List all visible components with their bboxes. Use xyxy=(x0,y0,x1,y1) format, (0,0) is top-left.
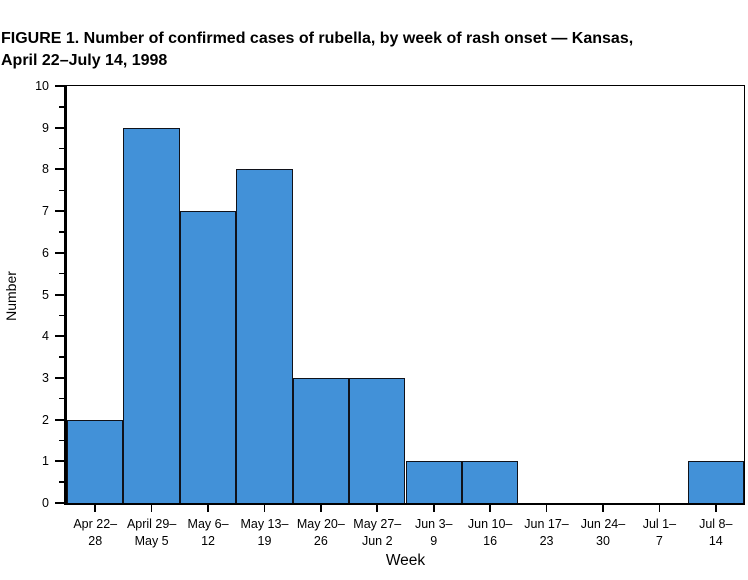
y-axis-minor-tick xyxy=(59,481,64,483)
x-axis-tick-label: May 13– 19 xyxy=(240,517,289,548)
figure-title: FIGURE 1. Number of confirmed cases of r… xyxy=(1,28,748,72)
y-axis-major-tick xyxy=(55,251,64,254)
x-axis-tick-label: May 6– 12 xyxy=(187,517,229,548)
x-axis-tick-label: Jun 24– 30 xyxy=(580,517,626,548)
y-axis-tick-label: 5 xyxy=(42,287,49,302)
x-axis-tick-label: Jun 10– 16 xyxy=(467,517,513,548)
y-axis-major-tick xyxy=(55,85,64,87)
y-axis-major-tick xyxy=(55,335,64,338)
plot-frame: 0 1 2 3 4 5 6 7 8 9 10 Apr 22– 28 April 29– May 5 May… xyxy=(35,79,745,548)
y-axis-tick-label: 8 xyxy=(42,162,49,177)
figure-title-line1: FIGURE 1. Number of confirmed cases of r… xyxy=(1,30,634,47)
y-axis-tick-label: 1 xyxy=(42,454,49,469)
figure-title-line2: April 22–July 14, 1998 xyxy=(1,52,168,69)
y-axis-major-tick xyxy=(55,210,64,213)
y-axis-minor-tick xyxy=(59,231,64,233)
y-axis-major-tick xyxy=(55,126,64,129)
plot-area: 0 1 2 3 4 5 6 7 8 9 10 Apr 22– 28 April 29– May 5 May… xyxy=(35,79,744,548)
bar xyxy=(179,211,237,503)
x-axis-tick xyxy=(489,505,491,512)
bar xyxy=(123,127,180,503)
y-axis-minor-tick xyxy=(59,189,64,191)
y-axis-tick-label: 2 xyxy=(42,412,49,427)
y-axis-minor-tick xyxy=(59,314,64,317)
x-axis-tick-label: Jul 8– 14 xyxy=(699,517,733,548)
bar xyxy=(236,169,293,503)
bar xyxy=(405,461,462,503)
bar xyxy=(349,377,406,503)
x-axis-tick xyxy=(714,505,717,512)
x-axis-tick-label: Jun 17– 23 xyxy=(524,517,569,548)
x-axis-tick xyxy=(602,505,604,512)
y-axis-major-tick xyxy=(55,418,64,421)
x-axis-label: Week xyxy=(385,552,426,569)
y-axis-tick-label: 6 xyxy=(42,245,49,260)
y-axis-minor-tick xyxy=(59,356,64,358)
bar xyxy=(67,419,124,503)
y-axis-tick-label: 9 xyxy=(42,120,49,135)
y-axis-tick-label: 7 xyxy=(42,204,49,219)
y-axis-minor-tick xyxy=(59,398,64,400)
x-axis-tick xyxy=(376,505,379,512)
y-axis-major-tick xyxy=(55,168,64,171)
y-axis-tick-label: 4 xyxy=(42,329,49,344)
y-axis-major-tick xyxy=(55,376,64,379)
y-axis-tick-label: 3 xyxy=(42,370,49,385)
x-axis-tick xyxy=(150,505,153,512)
y-axis-minor-tick xyxy=(59,272,64,275)
bar xyxy=(687,461,744,503)
y-axis-major-tick xyxy=(55,502,64,504)
x-axis-tick xyxy=(545,505,548,512)
y-axis-major-tick xyxy=(55,293,64,296)
y-axis-minor-tick xyxy=(59,106,64,108)
x-axis-tick xyxy=(320,505,322,512)
x-axis-tick xyxy=(207,505,209,512)
x-axis-tick-label: April 29– May 5 xyxy=(126,517,177,548)
y-axis-tick-label: 10 xyxy=(35,79,49,93)
x-axis-tick-label: Jun 3– 9 xyxy=(414,517,453,548)
x-axis-tick xyxy=(263,505,266,512)
x-axis-tick xyxy=(94,505,96,512)
x-axis-tick xyxy=(658,505,661,512)
x-axis-tick-label: Apr 22– 28 xyxy=(73,517,118,548)
x-axis-tick-label: Jul 1– 7 xyxy=(642,517,677,548)
y-axis-minor-tick xyxy=(59,439,64,442)
bar xyxy=(461,461,519,503)
bar xyxy=(292,377,350,503)
y-axis-tick-label: 0 xyxy=(42,496,49,510)
x-axis-tick-label: May 27– Jun 2 xyxy=(353,517,402,548)
y-axis-minor-tick xyxy=(59,147,64,150)
x-axis-tick-label: May 20– 26 xyxy=(296,517,345,548)
y-axis-major-tick xyxy=(55,460,64,463)
x-axis-tick xyxy=(432,505,435,512)
